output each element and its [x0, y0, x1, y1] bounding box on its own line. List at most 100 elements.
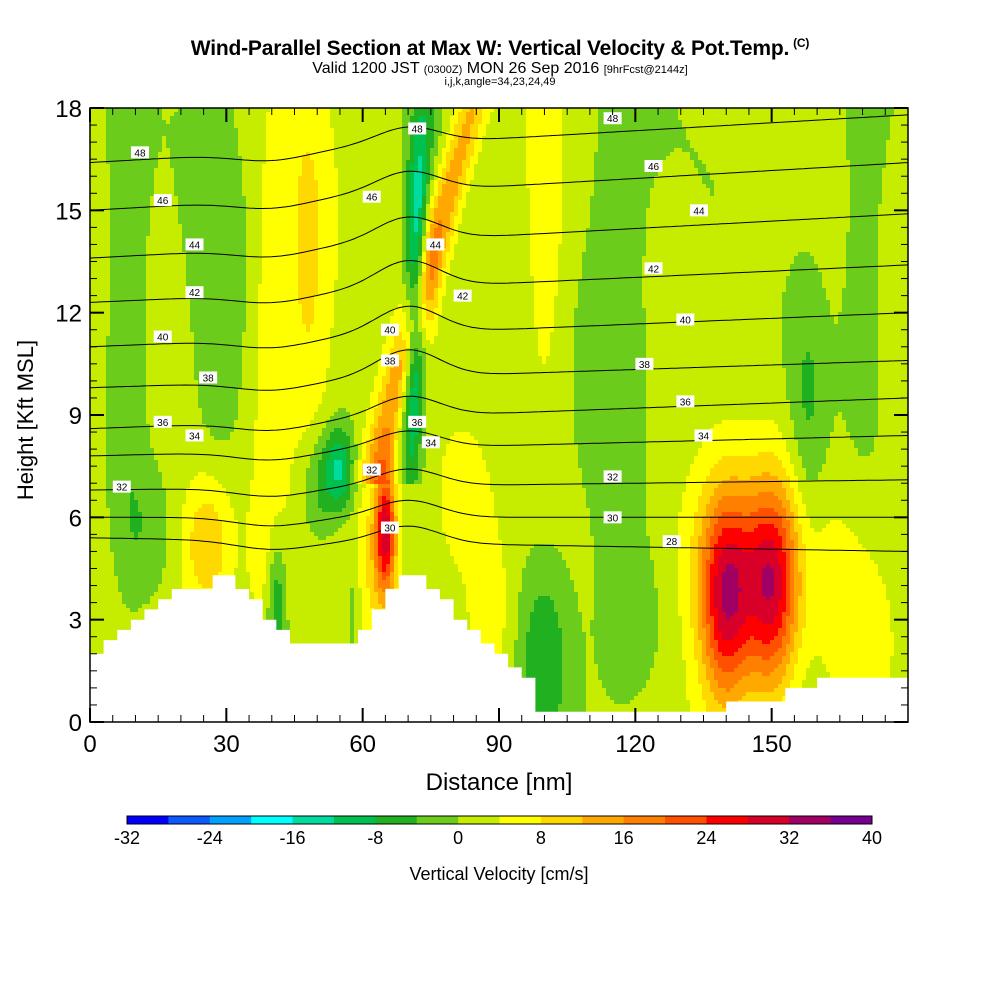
field-cell	[562, 192, 567, 197]
field-cell	[470, 200, 475, 205]
field-cell	[114, 200, 119, 205]
field-cell	[870, 152, 875, 157]
field-cell	[594, 160, 599, 165]
field-cell	[206, 152, 211, 157]
field-cell	[690, 120, 695, 125]
field-cell	[562, 148, 567, 153]
field-cell	[202, 204, 207, 209]
field-cell	[850, 144, 855, 149]
field-cell	[378, 160, 383, 165]
field-cell	[118, 152, 123, 157]
field-cell	[382, 160, 387, 165]
field-cell	[770, 132, 775, 137]
field-cell	[510, 196, 515, 201]
field-cell	[818, 200, 823, 205]
field-cell	[758, 164, 763, 169]
field-cell	[338, 160, 343, 165]
field-cell	[414, 172, 419, 177]
field-cell	[258, 120, 263, 125]
field-cell	[726, 196, 731, 201]
field-cell	[630, 120, 635, 125]
field-cell	[210, 160, 215, 165]
field-cell	[134, 132, 139, 137]
field-cell	[558, 176, 563, 181]
field-cell	[358, 180, 363, 185]
field-cell	[258, 168, 263, 173]
field-cell	[322, 148, 327, 153]
field-cell	[806, 168, 811, 173]
field-cell	[574, 136, 579, 141]
field-cell	[162, 184, 167, 189]
field-cell	[530, 176, 535, 181]
field-cell	[762, 144, 767, 149]
field-cell	[378, 180, 383, 185]
field-cell	[486, 112, 491, 117]
field-cell	[146, 204, 151, 209]
field-cell	[526, 164, 531, 169]
field-cell	[822, 192, 827, 197]
field-cell	[154, 128, 159, 133]
field-cell	[590, 128, 595, 133]
field-cell	[226, 168, 231, 173]
field-cell	[834, 200, 839, 205]
field-cell	[722, 164, 727, 169]
field-cell	[618, 188, 623, 193]
field-cell	[394, 120, 399, 125]
field-cell	[742, 172, 747, 177]
field-cell	[674, 196, 679, 201]
field-cell	[166, 128, 171, 133]
field-cell	[162, 180, 167, 185]
field-cell	[518, 192, 523, 197]
field-cell	[902, 164, 907, 169]
field-cell	[590, 164, 595, 169]
field-cell	[830, 144, 835, 149]
field-cell	[710, 112, 715, 117]
field-cell	[678, 172, 683, 177]
field-cell	[898, 176, 903, 181]
field-cell	[122, 108, 127, 113]
field-cell	[806, 200, 811, 205]
field-cell	[690, 172, 695, 177]
field-cell	[862, 132, 867, 137]
field-cell	[394, 140, 399, 145]
field-cell	[450, 108, 455, 113]
field-cell	[346, 136, 351, 141]
field-cell	[438, 112, 443, 117]
field-cell	[546, 144, 551, 149]
field-cell	[586, 172, 591, 177]
field-cell	[750, 168, 755, 173]
field-cell	[878, 160, 883, 165]
field-cell	[514, 124, 519, 129]
field-cell	[498, 196, 503, 201]
field-cell	[354, 176, 359, 181]
field-cell	[338, 188, 343, 193]
field-cell	[402, 152, 407, 157]
field-cell	[634, 136, 639, 141]
field-cell	[194, 148, 199, 153]
field-cell	[494, 188, 499, 193]
field-cell	[594, 132, 599, 137]
field-cell	[742, 168, 747, 173]
field-cell	[222, 128, 227, 133]
field-cell	[398, 116, 403, 121]
field-cell	[318, 132, 323, 137]
field-cell	[550, 180, 555, 185]
field-cell	[270, 128, 275, 133]
field-cell	[294, 188, 299, 193]
field-cell	[190, 116, 195, 121]
field-cell	[730, 116, 735, 121]
field-cell	[426, 132, 431, 137]
field-cell	[342, 160, 347, 165]
field-cell	[858, 120, 863, 125]
field-cell	[646, 148, 651, 153]
field-cell	[682, 172, 687, 177]
field-cell	[346, 144, 351, 149]
field-cell	[282, 124, 287, 129]
field-cell	[898, 188, 903, 193]
field-cell	[118, 180, 123, 185]
field-cell	[806, 112, 811, 117]
field-cell	[854, 160, 859, 165]
field-cell	[446, 116, 451, 121]
field-cell	[898, 124, 903, 129]
field-cell	[286, 152, 291, 157]
